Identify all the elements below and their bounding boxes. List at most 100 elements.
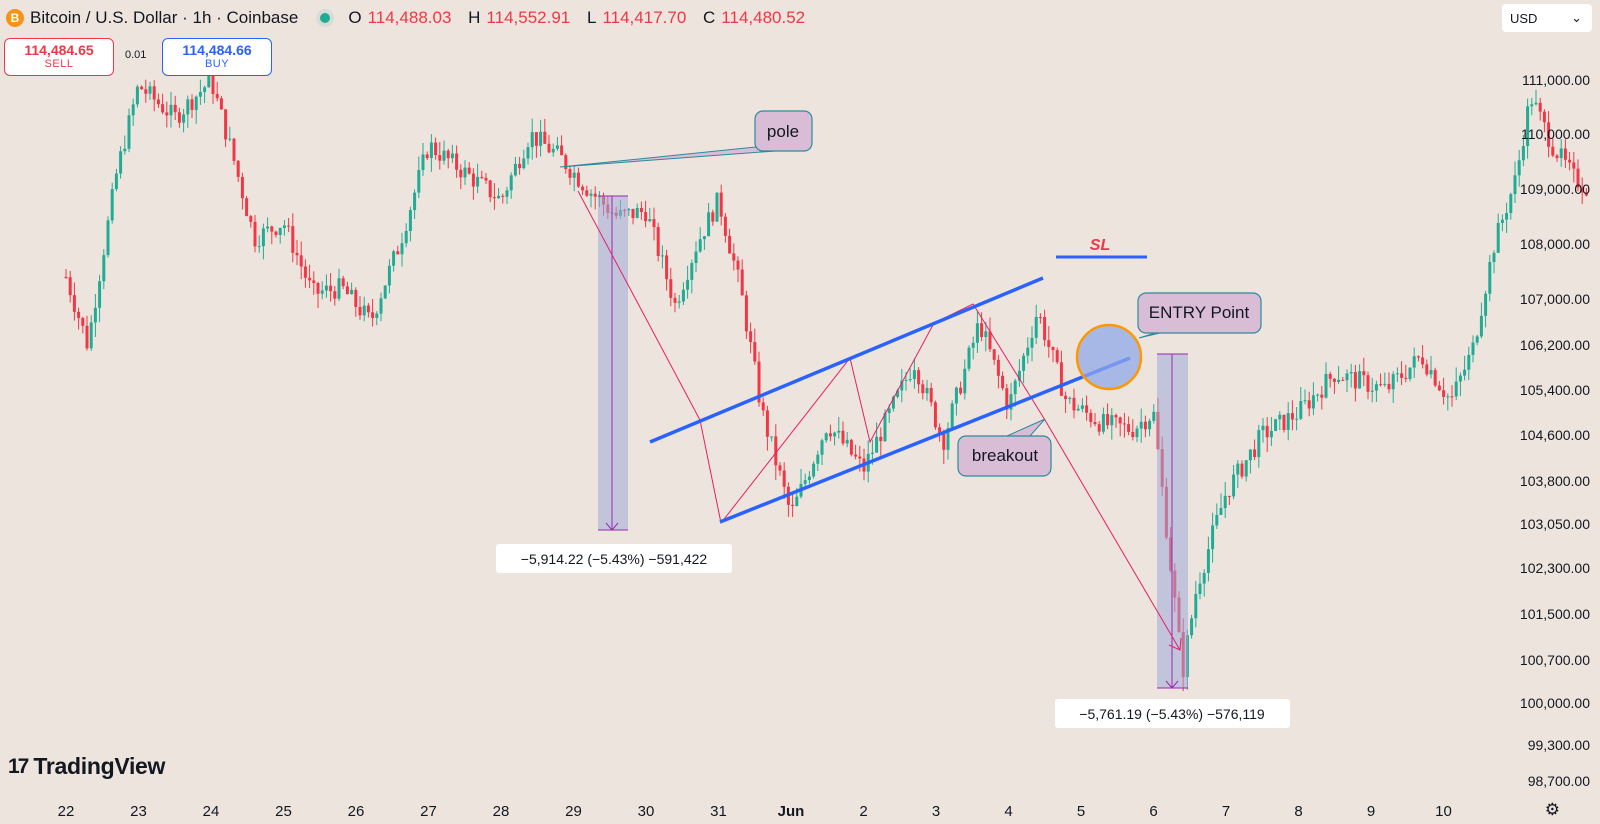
- candle-body: [581, 186, 585, 191]
- target-measure-tool[interactable]: [1157, 353, 1188, 689]
- candle-body: [1425, 364, 1429, 375]
- candle-body: [1257, 430, 1261, 458]
- candle-body: [1454, 381, 1458, 397]
- candle-body: [652, 219, 656, 228]
- price-tick-label: 99,300.00: [1528, 737, 1590, 753]
- candle-body: [551, 148, 555, 153]
- candle-body: [883, 413, 887, 442]
- candle-body: [1311, 395, 1315, 409]
- symbol-header: B Bitcoin / U.S. Dollar · 1h · Coinbase …: [6, 6, 817, 30]
- candle-body: [774, 436, 778, 466]
- candle-body: [1337, 379, 1341, 382]
- candle-body: [177, 112, 181, 123]
- candle-body: [560, 145, 564, 156]
- candle-body: [392, 251, 396, 266]
- candle-body: [639, 207, 643, 212]
- target-measure-label: −5,761.19 (−5.43%) −576,119: [1055, 699, 1290, 728]
- pole-callout[interactable]: pole: [559, 110, 813, 168]
- pole-measure-tool[interactable]: [598, 195, 628, 531]
- price-tick-label: 103,050.00: [1520, 516, 1590, 532]
- candle-body: [98, 281, 102, 308]
- candle-body: [837, 430, 841, 433]
- entry-circle[interactable]: [1075, 323, 1143, 391]
- currency-select[interactable]: USD ⌄: [1502, 4, 1592, 32]
- candle-body: [1433, 370, 1437, 386]
- candle-body: [77, 311, 81, 318]
- candle-body: [1358, 371, 1362, 389]
- candle-body: [156, 99, 160, 105]
- candle-body: [240, 176, 244, 199]
- time-tick-label: 2: [859, 803, 867, 820]
- candle-body: [1055, 350, 1059, 363]
- candle-body: [371, 312, 375, 318]
- candle-body: [1240, 463, 1244, 477]
- candle-body: [824, 433, 828, 441]
- channel-lower-line[interactable]: [719, 356, 1131, 524]
- candle-body: [1148, 420, 1152, 430]
- candle-body: [261, 228, 265, 247]
- price-tick-label: 110,000.00: [1521, 126, 1590, 142]
- candle-body: [102, 255, 106, 282]
- time-tick-label: 6: [1149, 803, 1157, 820]
- candle-body: [1190, 618, 1194, 636]
- sell-button[interactable]: 114,484.65 SELL: [4, 38, 114, 76]
- target-arrow-head: [1168, 637, 1182, 651]
- candle-body: [93, 307, 97, 323]
- entry-callout-text: ENTRY Point: [1149, 303, 1250, 322]
- candle-body: [1026, 347, 1030, 356]
- price-tick-label: 104,600.00: [1520, 427, 1590, 443]
- candle-body: [887, 408, 891, 414]
- candle-body: [1236, 463, 1240, 475]
- time-tick-label: 30: [638, 803, 655, 820]
- candle-body: [669, 279, 673, 298]
- time-axis[interactable]: 22 23 24 25 26 27 28 29 30 31 Jun 2 3 4 5 6 7 8 9 10: [58, 803, 1452, 820]
- candle-body: [1022, 355, 1026, 371]
- buy-button[interactable]: 114,484.66 BUY: [162, 38, 272, 76]
- candle-body: [1534, 102, 1538, 105]
- price-axis[interactable]: 111,000.00 110,000.00 109,000.00 108,000.00…: [1520, 72, 1590, 789]
- candle-body: [1005, 388, 1009, 410]
- candle-body: [299, 255, 303, 267]
- candle-body: [1286, 413, 1290, 430]
- candle-body: [194, 96, 198, 110]
- candle-body: [471, 173, 475, 187]
- candle-body: [1513, 175, 1517, 195]
- zigzag-line[interactable]: [577, 190, 1181, 651]
- candle-body: [996, 359, 1000, 376]
- candle-body: [1017, 370, 1021, 381]
- candle-body: [1244, 460, 1248, 477]
- price-tick-label: 100,000.00: [1520, 695, 1590, 711]
- entry-callout[interactable]: ENTRY Point: [1137, 292, 1262, 339]
- candle-body: [938, 427, 942, 433]
- candle-body: [182, 114, 186, 123]
- candle-body: [72, 295, 76, 312]
- price-tick-label: 106,200.00: [1520, 337, 1590, 353]
- candle-body: [148, 86, 152, 94]
- candle-body: [1576, 168, 1580, 188]
- candle-body: [707, 212, 711, 237]
- tradingview-logo[interactable]: 17 TradingView: [8, 753, 166, 779]
- stop-loss-label: SL: [1090, 237, 1110, 254]
- candle-body: [1290, 413, 1294, 420]
- candle-body: [1530, 104, 1534, 107]
- candle-body: [1097, 424, 1101, 432]
- market-status-icon[interactable]: [320, 13, 331, 23]
- candle-body: [1215, 514, 1219, 526]
- candle-body: [341, 278, 345, 287]
- symbol-title[interactable]: Bitcoin / U.S. Dollar · 1h · Coinbase: [30, 8, 299, 27]
- candle-body: [1496, 222, 1500, 253]
- candle-body: [1009, 394, 1013, 410]
- candle-body: [257, 246, 261, 248]
- breakout-callout[interactable]: breakout: [957, 418, 1052, 477]
- settings-gear-icon[interactable]: ⚙: [1544, 800, 1560, 819]
- candle-body: [1265, 425, 1269, 438]
- channel-upper-line[interactable]: [649, 276, 1044, 444]
- candle-body: [1038, 316, 1042, 318]
- candle-body: [1198, 583, 1202, 595]
- candle-body: [1118, 417, 1122, 424]
- candle-body: [950, 403, 954, 429]
- time-tick-label: 7: [1222, 803, 1230, 820]
- candle-body: [694, 251, 698, 264]
- candle-body: [362, 305, 366, 316]
